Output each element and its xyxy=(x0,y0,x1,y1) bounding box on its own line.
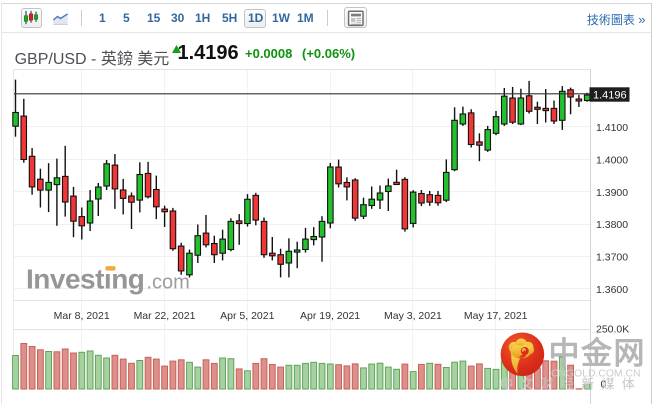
svg-text:Apr 19, 2021: Apr 19, 2021 xyxy=(300,310,360,322)
svg-text:1.3900: 1.3900 xyxy=(596,187,628,199)
svg-text:1.3700: 1.3700 xyxy=(596,252,628,264)
svg-text:Investıng: Investıng xyxy=(26,264,144,295)
svg-text:1.3800: 1.3800 xyxy=(596,219,628,231)
svg-text:CNGOLD.COM.CN: CNGOLD.COM.CN xyxy=(551,368,640,379)
svg-text:1.4196: 1.4196 xyxy=(593,89,627,101)
svg-text:1.3600: 1.3600 xyxy=(596,284,628,296)
svg-text:May 17, 2021: May 17, 2021 xyxy=(464,310,528,322)
svg-text:1.4100: 1.4100 xyxy=(596,122,628,134)
svg-text:.com: .com xyxy=(147,272,190,294)
svg-text:0: 0 xyxy=(601,379,607,391)
svg-text:May 3, 2021: May 3, 2021 xyxy=(384,310,442,322)
svg-text:Mar 22, 2021: Mar 22, 2021 xyxy=(134,310,196,322)
svg-text:中文财经新媒体: 中文财经新媒体 xyxy=(500,377,642,392)
svg-text:250.0K: 250.0K xyxy=(596,324,629,336)
svg-text:中金网: 中金网 xyxy=(549,336,647,371)
svg-text:Mar 8, 2021: Mar 8, 2021 xyxy=(54,310,110,322)
svg-text:1.4000: 1.4000 xyxy=(596,154,628,166)
svg-text:Apr 5, 2021: Apr 5, 2021 xyxy=(220,310,274,322)
